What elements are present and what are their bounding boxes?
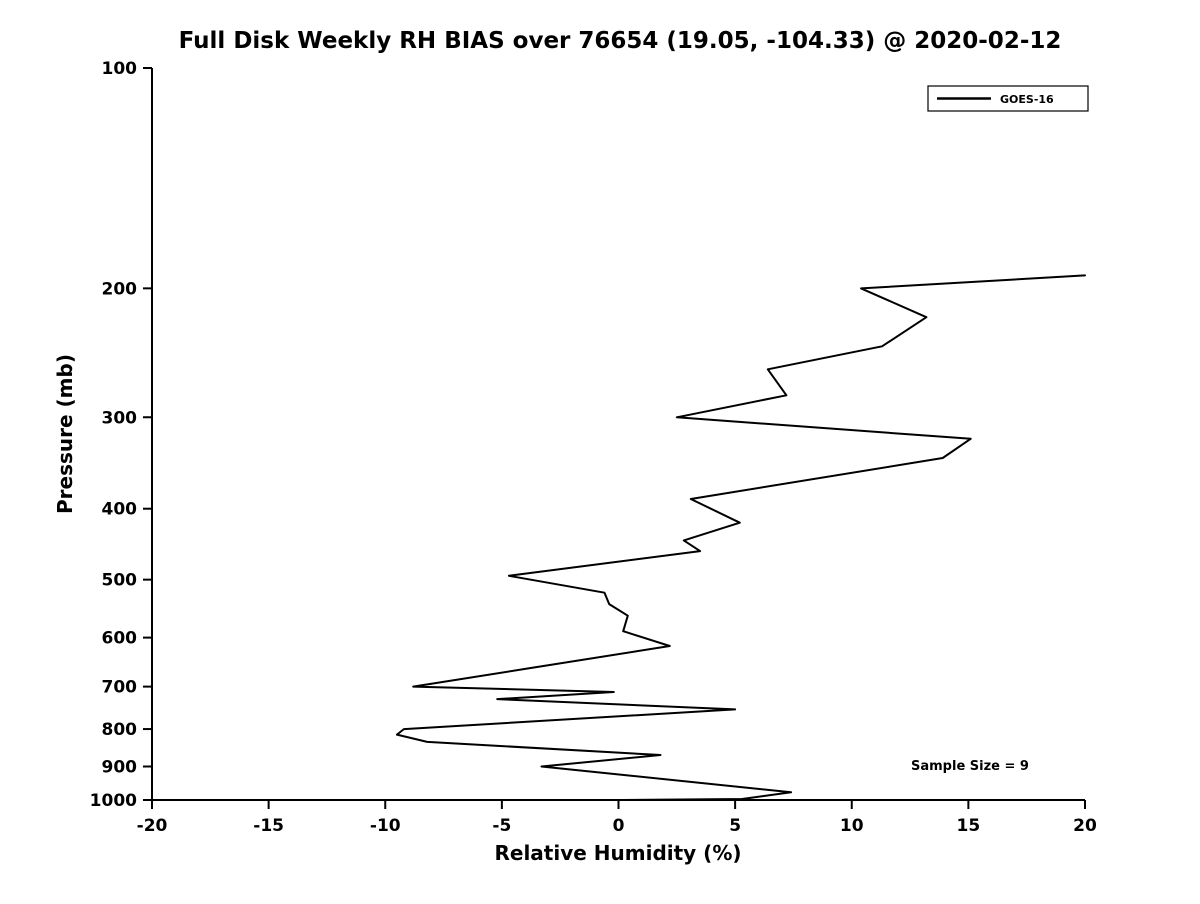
x-tick-label: 5 bbox=[729, 816, 741, 836]
y-axis-label: Pressure (mb) bbox=[53, 354, 77, 514]
y-tick-label: 300 bbox=[102, 408, 138, 428]
chart-title: Full Disk Weekly RH BIAS over 76654 (19.… bbox=[179, 28, 1062, 54]
x-tick-label: 10 bbox=[840, 816, 864, 836]
y-tick-label: 1000 bbox=[90, 791, 137, 811]
sample-size-annotation: Sample Size = 9 bbox=[911, 759, 1029, 774]
y-tick-label: 100 bbox=[102, 59, 138, 79]
legend-label-goes-16: GOES-16 bbox=[1000, 93, 1054, 106]
data-series-group bbox=[395, 274, 1086, 801]
data-line-goes-16 bbox=[395, 274, 1086, 801]
y-tick-label: 700 bbox=[102, 678, 138, 698]
x-tick-label: -10 bbox=[370, 816, 401, 836]
y-tick-label: 400 bbox=[102, 500, 138, 520]
axis-ticks: -20 -15 -10 -5 0 5 10 15 20 100 200 300 400 500 600 700… bbox=[90, 59, 1097, 836]
legend: GOES-16 bbox=[927, 85, 1089, 112]
y-tick-label: 200 bbox=[102, 279, 138, 299]
x-tick-label: 15 bbox=[957, 816, 981, 836]
y-tick-label: 600 bbox=[102, 629, 138, 649]
x-tick-label: 0 bbox=[613, 816, 625, 836]
legend-box bbox=[927, 85, 1089, 112]
x-tick-label: 20 bbox=[1073, 816, 1097, 836]
y-tick-label: 500 bbox=[102, 571, 138, 591]
x-tick-label: -20 bbox=[137, 816, 168, 836]
y-tick-label: 900 bbox=[102, 758, 138, 778]
x-tick-label: -15 bbox=[253, 816, 284, 836]
x-axis-label: Relative Humidity (%) bbox=[494, 841, 741, 865]
y-tick-label: 800 bbox=[102, 720, 138, 740]
x-tick-label: -5 bbox=[492, 816, 511, 836]
